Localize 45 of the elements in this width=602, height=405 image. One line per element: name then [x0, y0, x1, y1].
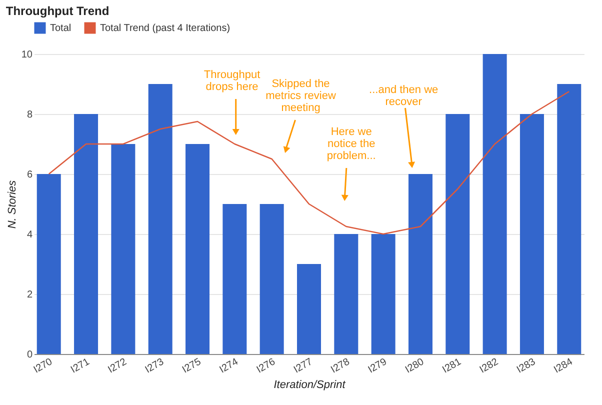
x-tick-label: I276 [254, 356, 278, 376]
x-axis-title: Iteration/Sprint [274, 378, 346, 391]
x-tick-label: I284 [552, 356, 576, 376]
annotation: Throughput drops here [204, 69, 260, 93]
x-tick-label: I277 [292, 356, 315, 376]
bar [111, 144, 136, 354]
x-tick-label: I272 [106, 356, 130, 376]
bar [520, 114, 544, 354]
bar [74, 114, 98, 354]
x-tick-label: I278 [329, 356, 352, 376]
annotation: Skipped the metrics review meeting [266, 78, 336, 114]
x-tick-label: I271 [69, 356, 92, 376]
bar [36, 174, 61, 354]
y-tick-label: 10 [21, 50, 33, 60]
y-axis-title: N. Stories [6, 180, 18, 229]
x-tick-label: I274 [218, 356, 241, 376]
bar [408, 174, 432, 354]
x-tick-label: I273 [143, 356, 166, 376]
x-tick-label: I281 [440, 356, 464, 376]
x-tick-label: I275 [180, 356, 204, 376]
x-tick-label: I282 [478, 356, 501, 376]
x-tick-label: I283 [515, 356, 538, 376]
bar [148, 84, 172, 354]
y-tick-label: 4 [26, 230, 33, 240]
x-tick-label: I270 [32, 356, 55, 376]
chart-title: Throughput Trend [6, 4, 110, 18]
bar [482, 54, 507, 354]
y-tick-label: 0 [26, 350, 33, 360]
bar [557, 84, 582, 354]
y-tick-label: 8 [26, 110, 33, 120]
legend-label: Total Trend (past 4 Iterations) [100, 23, 230, 34]
bar [297, 264, 321, 354]
y-tick-label: 2 [26, 290, 33, 300]
bar [222, 204, 247, 354]
x-tick-label: I279 [366, 356, 390, 376]
bar [334, 234, 358, 354]
legend-label: Total [50, 23, 72, 34]
bar [260, 204, 284, 354]
annotation: Here we notice the problem... [326, 126, 376, 162]
annotation: ...and then we recover [369, 84, 438, 108]
bar [371, 234, 396, 354]
bar [446, 114, 470, 354]
bar [186, 144, 210, 354]
y-tick-label: 6 [26, 170, 33, 180]
x-tick-label: I280 [404, 356, 426, 376]
